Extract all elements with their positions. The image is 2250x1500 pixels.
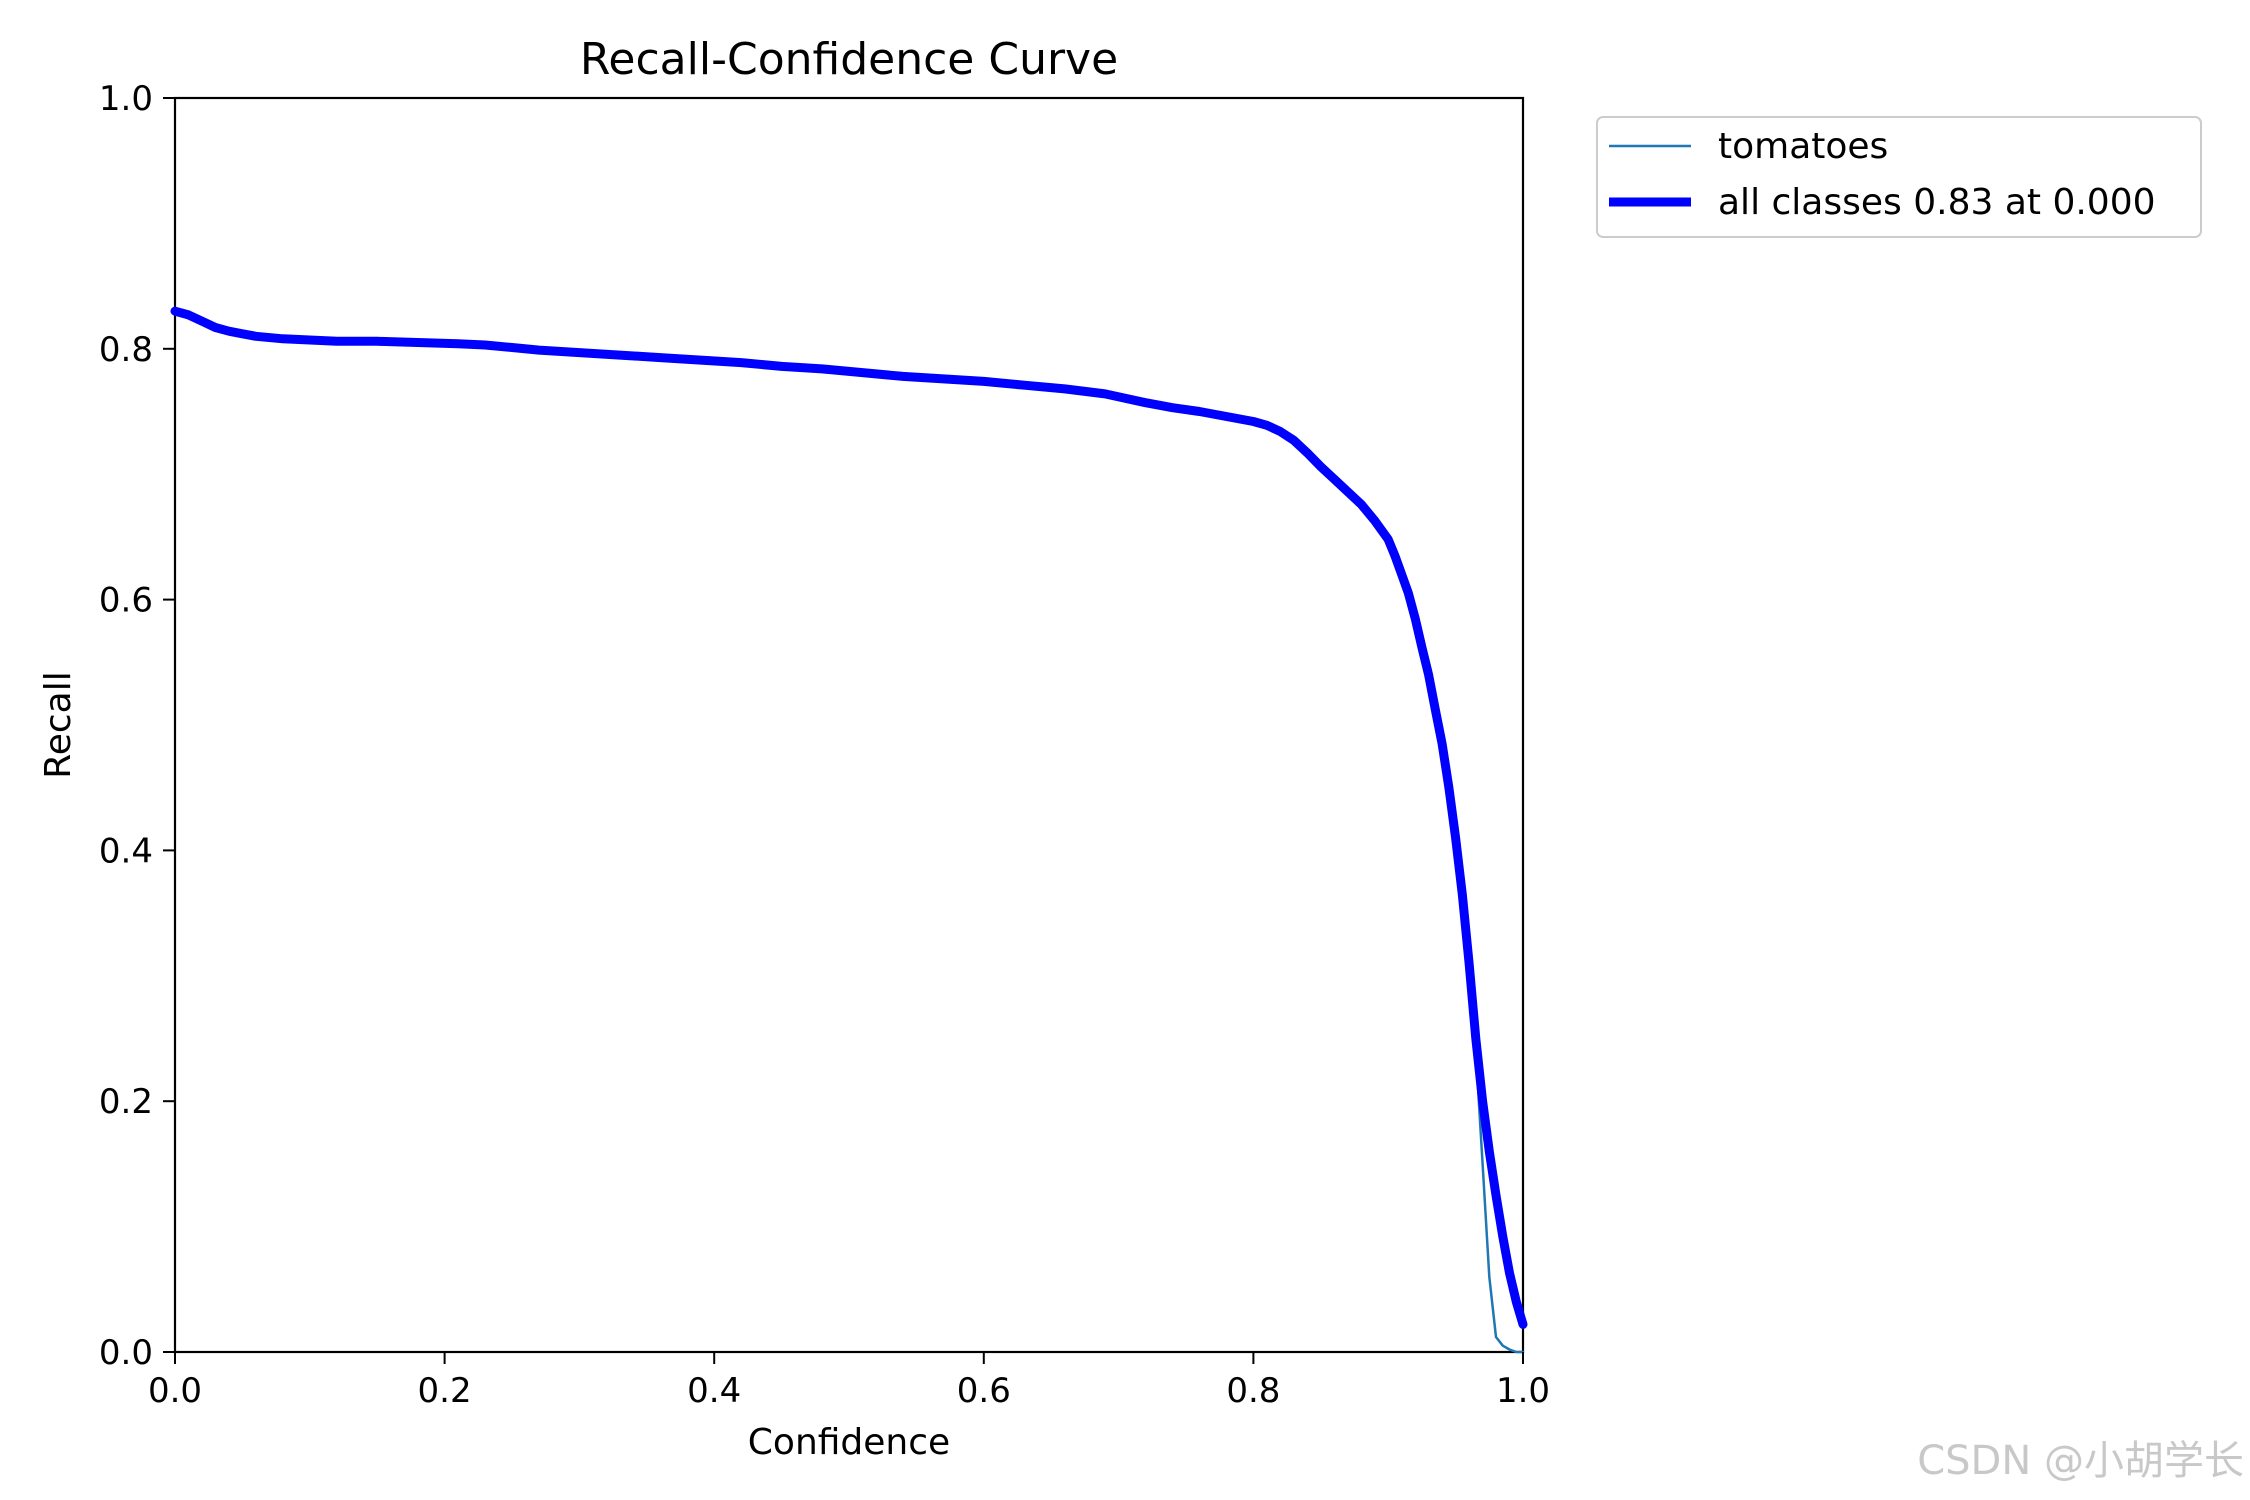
plot-frame (173, 96, 1525, 1354)
legend-label-tomatoes: tomatoes (1718, 126, 1888, 167)
x-axis: 0.0 0.2 0.4 0.6 0.8 1.0 (148, 1352, 1550, 1411)
series-line-all-classes (170, 306, 1528, 1329)
legend-box (1596, 116, 2202, 238)
legend-label-all-classes: all classes 0.83 at 0.000 (1718, 182, 2156, 223)
chart-title: Recall-Confidence Curve (580, 34, 1118, 85)
y-axis: 0.0 0.2 0.4 0.6 0.8 1.0 (99, 79, 175, 1373)
y-tick-label: 0.6 (99, 581, 153, 621)
x-tick-label: 1.0 (1496, 1371, 1550, 1411)
x-tick-label: 0.2 (418, 1371, 472, 1411)
y-tick-label: 1.0 (99, 79, 153, 119)
legend: tomatoes all classes 0.83 at 0.000 (1596, 116, 2202, 238)
x-tick-label: 0.0 (148, 1371, 202, 1411)
y-tick-label: 0.8 (99, 330, 153, 370)
y-tick-label: 0.0 (99, 1333, 153, 1373)
x-tick-label: 0.6 (957, 1371, 1011, 1411)
y-tick-label: 0.4 (99, 831, 153, 871)
watermark: CSDN @小胡学长 (1917, 1438, 2244, 1484)
series-layer (170, 306, 1528, 1354)
y-tick-label: 0.2 (99, 1082, 153, 1122)
plot-area (170, 96, 1528, 1354)
x-tick-label: 0.8 (1226, 1371, 1280, 1411)
y-axis-label: Recall (38, 671, 79, 778)
x-axis-label: Confidence (748, 1422, 950, 1463)
x-tick-label: 0.4 (687, 1371, 741, 1411)
